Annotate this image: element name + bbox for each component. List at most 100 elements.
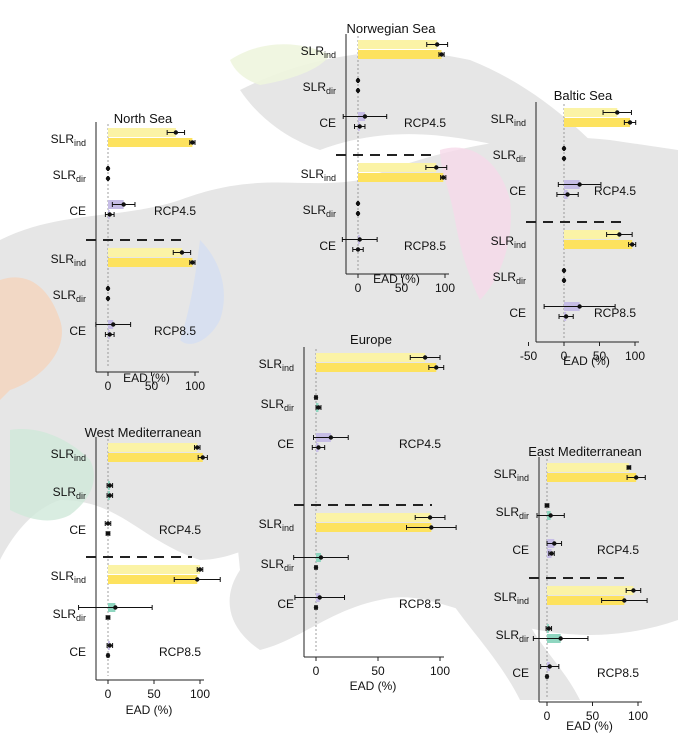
scenario-label: RCP4.5 [399,437,441,451]
row-label: CE [69,324,86,338]
x-tick-label: 100 [625,349,645,363]
data-point [107,643,113,648]
bar [547,463,629,472]
x-tick-label: -50 [520,349,538,363]
data-point [633,475,639,480]
data-point [107,493,113,498]
row-label: SLRdir [53,485,86,501]
data-point [631,588,636,593]
row-label: CE [509,306,526,320]
data-point [316,445,321,450]
data-point [615,110,620,115]
data-point [355,201,361,206]
row-label: SLRdir [261,397,294,413]
data-point [429,525,434,530]
data-point [434,42,440,47]
x-tick-label: 100 [430,664,450,678]
data-point [313,605,319,610]
data-point [107,483,113,488]
bar [108,443,198,452]
data-point [561,278,567,283]
data-point [622,598,627,603]
x-tick-label: 0 [355,281,362,295]
x-tick-label: 100 [628,709,648,723]
row-label: CE [277,437,294,451]
data-point [422,355,428,360]
panel-norwegian-sea: Norwegian Sea SLRind SLRdir CE RCP4.5 SLRind S… [301,21,456,295]
bar [564,118,631,127]
row-label: SLRind [491,112,526,128]
scenario-label: RCP4.5 [154,204,196,218]
bar [547,596,625,605]
row-label: CE [509,184,526,198]
data-point [434,365,439,370]
data-point [173,130,179,135]
data-point [546,626,552,631]
data-point [626,465,632,470]
bar [547,586,634,595]
data-point [107,332,112,337]
row-label: SLRind [491,234,526,250]
x-tick-label: 50 [593,349,607,363]
data-point [357,124,362,129]
bar [316,513,431,522]
x-axis-label: EAD (%) [126,703,173,717]
row-label: SLRdir [261,557,294,573]
data-point [313,395,319,400]
panel-title: West Mediterranean [85,425,202,440]
panel-title: Europe [350,332,392,347]
row-label: SLRdir [496,505,529,521]
data-point [552,541,557,546]
data-point [200,455,205,460]
row-label: CE [319,239,336,253]
panel-title: East Mediterranean [528,444,641,459]
data-point [565,192,570,197]
x-tick-label: 50 [395,281,409,295]
x-tick-label: 100 [435,281,455,295]
row-label: SLRind [51,447,86,463]
row-label: CE [512,666,529,680]
row-label: SLRdir [496,628,529,644]
data-point [549,551,554,556]
data-point [357,237,362,242]
data-point [355,247,361,252]
scenario-label: RCP8.5 [154,324,196,338]
x-tick-label: 0 [105,687,112,701]
panel-baltic-sea: Baltic Sea SLRind SLRdir CE RCP4.5 SLRind SLRd… [491,88,646,368]
data-point [558,636,563,641]
data-point [544,503,550,508]
data-point [111,322,116,327]
x-axis-label: EAD (%) [123,371,170,385]
x-tick-label: 50 [145,379,159,393]
data-point [316,405,321,410]
panel-title: North Sea [114,111,173,126]
bar [358,40,438,49]
data-point [441,175,446,180]
data-point [563,314,569,319]
row-label: SLRdir [493,148,526,164]
data-point [629,242,635,247]
data-point [434,165,439,170]
data-point [577,304,582,309]
data-point [105,615,111,620]
data-point [355,78,361,83]
x-axis-label: EAD (%) [350,679,397,693]
data-point [627,120,633,125]
data-point [561,156,567,161]
scenario-label: RCP8.5 [594,306,636,320]
bar [108,138,193,147]
data-point [121,202,126,207]
bar [108,248,182,257]
data-point [355,88,361,93]
data-point [313,565,319,570]
row-label: CE [277,597,294,611]
row-label: SLRind [259,517,294,533]
x-tick-label: 0 [105,379,112,393]
data-point [548,513,553,518]
data-point [179,250,185,255]
row-label: SLRind [51,132,86,148]
data-point [427,515,433,520]
data-point [439,52,444,57]
row-label: SLRind [301,167,336,183]
